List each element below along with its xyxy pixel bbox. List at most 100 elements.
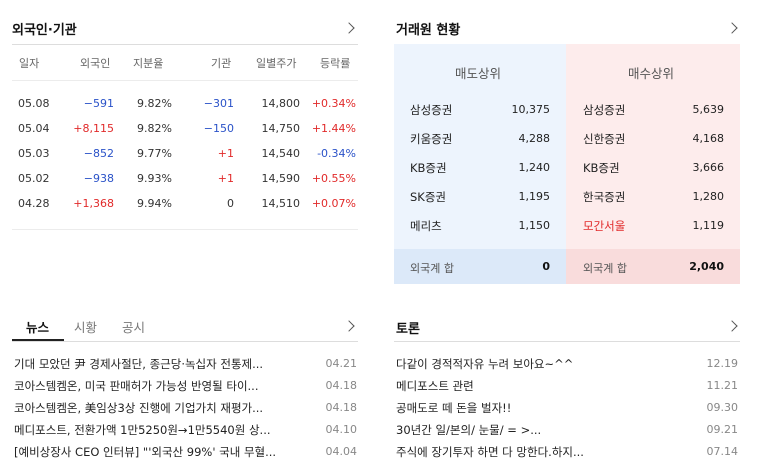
tab-news[interactable]: 뉴스 xyxy=(26,320,50,335)
news-item-date: 04.18 xyxy=(325,401,358,414)
active-tab-indicator xyxy=(12,339,64,341)
chevron-right-icon[interactable] xyxy=(726,22,738,34)
row-change-rate: +0.34% xyxy=(311,97,356,110)
sell-top-panel xyxy=(394,44,566,284)
col-ratio: 지분율 xyxy=(133,57,164,70)
sell-broker-name: 삼성증권 xyxy=(410,103,453,117)
sell-broker-name: 키움증권 xyxy=(410,132,453,146)
sell-broker-name: KB증권 xyxy=(410,161,447,175)
discussion-item-title[interactable]: 주식에 장기투자 하면 다 망한다.하지... xyxy=(396,445,584,459)
buy-broker-name: 모간서울 xyxy=(583,219,626,233)
divider xyxy=(12,341,358,342)
sell-broker-name: 메리츠 xyxy=(410,219,442,233)
buy-broker-volume: 5,639 xyxy=(692,103,725,116)
row-daily-price: 14,750 xyxy=(261,122,301,135)
buy-broker-volume: 1,119 xyxy=(692,219,725,232)
discussion-item-title[interactable]: 메디포스트 관련 xyxy=(396,379,474,393)
sell-broker-volume: 10,375 xyxy=(511,103,551,116)
row-change-rate: +0.55% xyxy=(311,172,356,185)
row-holding-ratio: 9.93% xyxy=(137,172,172,185)
sell-foreign-total-label: 외국계 합 xyxy=(410,262,454,275)
row-holding-ratio: 9.77% xyxy=(137,147,172,160)
buy-broker-name: KB증권 xyxy=(583,161,620,175)
col-price: 일별주가 xyxy=(256,57,297,70)
row-date: 05.04 xyxy=(18,122,50,135)
tab-disclosure[interactable]: 공시 xyxy=(122,320,146,335)
row-institution-net: 0 xyxy=(227,197,234,210)
sell-broker-volume: 1,195 xyxy=(518,190,551,203)
buy-broker-name: 한국증권 xyxy=(583,190,626,204)
discussion-item-title[interactable]: 30년간 일/본의/ 눈물/ = >... xyxy=(396,423,542,437)
buy-foreign-total-value: 2,040 xyxy=(689,260,724,273)
chevron-right-icon[interactable] xyxy=(343,22,355,34)
row-change-rate: -0.34% xyxy=(317,147,356,160)
col-change: 등락률 xyxy=(320,57,351,70)
chevron-right-icon[interactable] xyxy=(726,320,738,332)
news-item-title[interactable]: [예비상장사 CEO 인터뷰] "'외국산 99%' 국내 무혈... xyxy=(14,445,277,459)
news-item-title[interactable]: 기대 모았던 尹 경제사절단, 종근당·녹십자 전통제... xyxy=(14,357,264,371)
discussion-item-date: 12.19 xyxy=(706,357,739,370)
col-foreign: 외국인 xyxy=(80,57,111,70)
row-change-rate: +0.07% xyxy=(311,197,356,210)
news-item-date: 04.10 xyxy=(325,423,358,436)
row-foreign-net: +8,115 xyxy=(73,122,114,135)
discussion-item-date: 09.30 xyxy=(706,401,739,414)
row-holding-ratio: 9.82% xyxy=(137,122,172,135)
sell-broker-volume: 1,240 xyxy=(518,161,551,174)
news-item-title[interactable]: 코아스템켐온, 미국 판매허가 가능성 반영될 타이... xyxy=(14,379,259,393)
sell-foreign-total-value: 0 xyxy=(542,260,550,273)
row-holding-ratio: 9.82% xyxy=(137,97,172,110)
col-institution: 기관 xyxy=(211,57,232,70)
divider xyxy=(394,341,740,342)
news-item-title[interactable]: 메디포스트, 전환가액 1만5250원→1만5540원 상... xyxy=(14,423,271,437)
buy-broker-name: 삼성증권 xyxy=(583,103,626,117)
row-foreign-net: −938 xyxy=(83,172,114,185)
news-item-title[interactable]: 코아스템켐온, 美임상3상 진행에 기업가치 재평가... xyxy=(14,401,264,415)
buy-foreign-total-label: 외국계 합 xyxy=(583,262,627,275)
divider xyxy=(12,44,358,45)
buy-broker-volume: 1,280 xyxy=(692,190,725,203)
divider xyxy=(12,229,358,230)
discussion-item-title[interactable]: 공매도로 떼 돈을 벌자!! xyxy=(396,401,512,415)
row-foreign-net: −591 xyxy=(83,97,114,110)
buy-broker-volume: 4,168 xyxy=(692,132,725,145)
row-daily-price: 14,510 xyxy=(261,197,301,210)
row-date: 05.02 xyxy=(18,172,50,185)
sell-broker-volume: 4,288 xyxy=(518,132,551,145)
row-institution-net: −150 xyxy=(203,122,234,135)
discussion-item-date: 09.21 xyxy=(706,423,739,436)
foreign-institution-title: 외국인·기관 xyxy=(12,23,77,38)
discussion-item-title[interactable]: 다같이 경적적자유 누려 보아요~^^ xyxy=(396,357,574,371)
row-foreign-net: −852 xyxy=(83,147,114,160)
tab-market[interactable]: 시황 xyxy=(74,320,98,335)
row-daily-price: 14,800 xyxy=(261,97,301,110)
buy-broker-volume: 3,666 xyxy=(692,161,725,174)
discussion-item-date: 11.21 xyxy=(706,379,739,392)
chevron-right-icon[interactable] xyxy=(343,320,355,332)
row-holding-ratio: 9.94% xyxy=(137,197,172,210)
sell-broker-name: SK증권 xyxy=(410,190,447,204)
row-daily-price: 14,590 xyxy=(261,172,301,185)
row-date: 04.28 xyxy=(18,197,50,210)
row-date: 05.08 xyxy=(18,97,50,110)
news-item-date: 04.04 xyxy=(325,445,358,458)
sell-top-header: 매도상위 xyxy=(455,66,502,81)
row-daily-price: 14,540 xyxy=(261,147,301,160)
buy-broker-name: 신한증권 xyxy=(583,132,626,146)
buy-top-panel xyxy=(566,44,740,284)
sell-foreign-total-row xyxy=(394,249,566,284)
buy-foreign-total-row xyxy=(566,249,740,284)
row-foreign-net: +1,368 xyxy=(73,197,114,210)
row-date: 05.03 xyxy=(18,147,50,160)
divider xyxy=(12,80,358,81)
row-institution-net: −301 xyxy=(203,97,234,110)
news-item-date: 04.21 xyxy=(325,357,358,370)
broker-status-title: 거래원 현황 xyxy=(396,23,461,38)
row-change-rate: +1.44% xyxy=(311,122,356,135)
buy-top-header: 매수상위 xyxy=(628,66,675,81)
row-institution-net: +1 xyxy=(217,172,234,185)
row-institution-net: +1 xyxy=(217,147,234,160)
discussion-item-date: 07.14 xyxy=(706,445,739,458)
col-date: 일자 xyxy=(19,57,40,70)
sell-broker-volume: 1,150 xyxy=(518,219,551,232)
